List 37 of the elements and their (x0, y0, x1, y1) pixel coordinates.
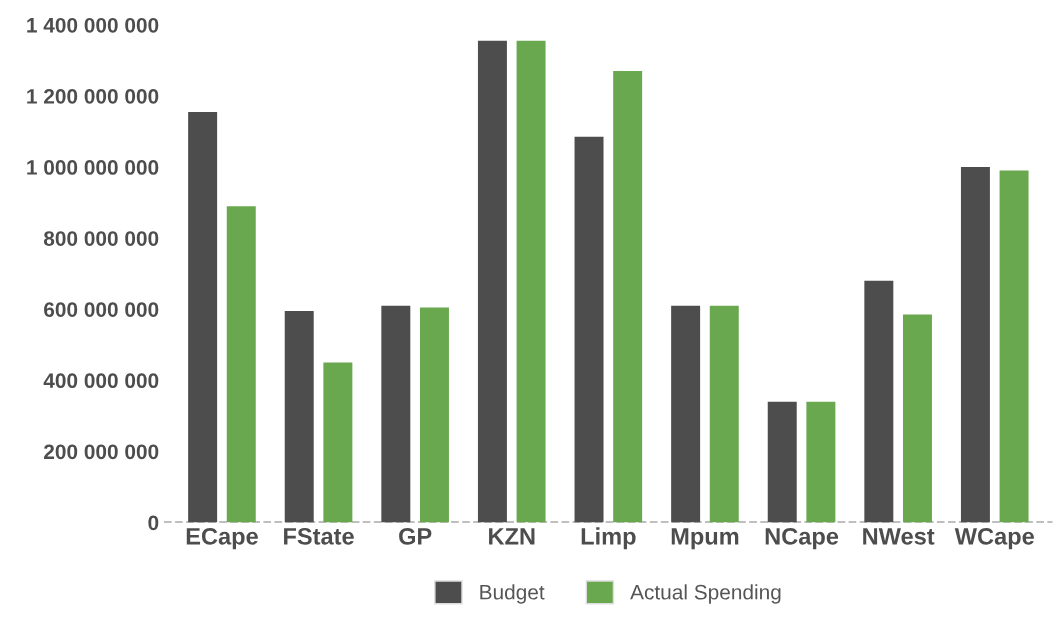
y-tick-label: 800 000 000 (43, 231, 159, 246)
x-tick-label: FState (284, 527, 354, 545)
x-tick-label: ECape (186, 527, 258, 550)
bar (516, 40, 546, 523)
bar (381, 305, 411, 523)
bar (284, 311, 314, 523)
bar (999, 170, 1029, 523)
bar (226, 206, 256, 523)
y-tick-label: 400 000 000 (43, 373, 159, 389)
x-tick-label: Limp (581, 527, 636, 550)
x-tick-label: NCape (765, 527, 839, 550)
y-tick-label: 1 000 000 000 (27, 160, 159, 175)
bar (767, 401, 797, 523)
bar (709, 305, 739, 523)
bar (806, 401, 836, 523)
bar (188, 111, 218, 523)
x-tick-label: WCape (954, 527, 1034, 550)
y-tick-label: 600 000 000 (44, 302, 159, 317)
y-tick-label: 1 400 000 000 (27, 17, 159, 33)
y-tick-label: 0 (148, 515, 159, 531)
bar (613, 71, 643, 523)
bar (323, 362, 353, 523)
x-tick-label: NWest (863, 528, 935, 545)
x-tick-label: KZN (489, 528, 535, 545)
x-tick-label: GP (399, 527, 432, 545)
y-tick-label: 200 000 000 (44, 444, 159, 460)
bar (671, 305, 701, 523)
bar (960, 167, 990, 523)
legend-label: Actual Spending (630, 584, 781, 604)
bar (864, 280, 894, 523)
x-tick-label: Mpum (671, 528, 739, 550)
legend-label: Budget (480, 584, 545, 604)
bar (574, 136, 604, 523)
bar (477, 40, 507, 523)
bar (419, 307, 449, 523)
bar (902, 314, 932, 523)
y-tick-label: 1 200 000 000 (27, 88, 159, 104)
